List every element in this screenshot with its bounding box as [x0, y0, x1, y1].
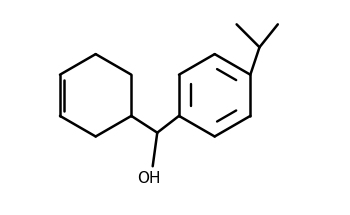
Text: OH: OH — [137, 171, 161, 186]
